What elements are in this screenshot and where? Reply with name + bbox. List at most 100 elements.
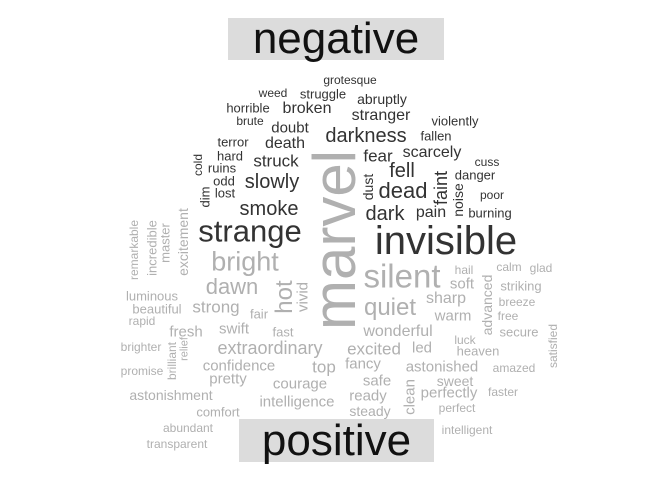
word-positive-astonishment: astonishment xyxy=(129,387,213,403)
word-negative-slowly: slowly xyxy=(244,171,300,193)
word-positive-dawn: dawn xyxy=(205,274,259,299)
word-positive-rapid: rapid xyxy=(128,314,156,328)
word-positive-quiet: quiet xyxy=(363,294,417,321)
word-positive-calm: calm xyxy=(496,260,522,274)
word-positive-free: free xyxy=(497,309,519,323)
word-positive-steady: steady xyxy=(349,403,391,419)
word-negative-dark: dark xyxy=(365,203,405,225)
word-positive-intelligent: intelligent xyxy=(441,423,493,437)
word-negative-cuss: cuss xyxy=(474,155,500,169)
word-positive-vivid: vivid xyxy=(294,281,312,313)
word-positive-heaven: heaven xyxy=(456,343,500,359)
word-positive-confidence: confidence xyxy=(202,357,276,375)
word-positive-perfect: perfect xyxy=(438,401,476,415)
word-positive-strong: strong xyxy=(192,297,240,317)
word-positive-intelligence: intelligence xyxy=(259,393,335,411)
word-negative-horrible: horrible xyxy=(226,100,270,116)
word-positive-luminous: luminous xyxy=(125,288,179,304)
word-negative-struggle: struggle xyxy=(299,86,347,102)
word-positive-striking: striking xyxy=(500,278,542,294)
word-negative-terror: terror xyxy=(217,134,249,150)
word-negative-danger: danger xyxy=(454,167,496,183)
word-negative-violently: violently xyxy=(431,113,479,129)
word-positive-promise: promise xyxy=(120,364,164,378)
word-negative-dim: dim xyxy=(197,186,213,208)
word-negative-invisible: invisible xyxy=(374,219,518,263)
word-positive-hot: hot xyxy=(271,280,298,314)
word-negative-fell: fell xyxy=(389,160,415,182)
word-positive-hail: hail xyxy=(454,263,474,277)
word-positive-master: master xyxy=(157,223,173,263)
word-positive-fresh: fresh xyxy=(169,323,203,341)
word-negative-fallen: fallen xyxy=(420,128,452,144)
word-positive-excited: excited xyxy=(347,339,401,359)
word-negative-brute: brute xyxy=(236,114,264,128)
word-positive-led: led xyxy=(411,339,433,357)
word-positive-bright: bright xyxy=(211,246,279,277)
word-negative-struck: struck xyxy=(253,151,299,171)
word-negative-scarcely: scarcely xyxy=(402,144,462,161)
word-negative-smoke: smoke xyxy=(239,198,299,220)
word-negative-ruins: ruins xyxy=(207,160,237,176)
word-positive-swift: swift xyxy=(219,320,249,338)
word-positive-perfectly: perfectly xyxy=(420,384,478,402)
word-positive-soft: soft xyxy=(449,275,475,293)
word-negative-strange: strange xyxy=(198,213,302,249)
word-positive-remarkable: remarkable xyxy=(127,219,141,281)
word-negative-odd: odd xyxy=(213,173,235,189)
word-positive-fast: fast xyxy=(272,324,294,340)
word-positive-beautiful: beautiful xyxy=(132,301,182,317)
word-negative-faint: faint xyxy=(431,170,451,206)
word-positive-ready: ready xyxy=(349,387,387,405)
word-positive-silent: silent xyxy=(363,257,441,295)
word-negative-fear: fear xyxy=(363,146,393,166)
word-positive-marvel: marvel xyxy=(301,149,368,331)
word-negative-hard: hard xyxy=(216,148,244,164)
word-positive-satisfied: satisfied xyxy=(546,323,560,369)
word-negative-doubt: doubt xyxy=(271,119,309,137)
word-negative-death: death xyxy=(264,135,306,152)
word-positive-excitement: excitement xyxy=(175,208,191,276)
word-positive-luck: luck xyxy=(454,333,476,347)
word-positive-sweet: sweet xyxy=(436,373,474,389)
word-positive-brilliant: brilliant xyxy=(165,341,179,381)
word-positive-glad: glad xyxy=(529,261,553,275)
word-positive-breeze: breeze xyxy=(498,295,536,309)
word-positive-amazed: amazed xyxy=(492,361,536,375)
word-positive-wonderful: wonderful xyxy=(363,323,433,340)
word-negative-cold: cold xyxy=(191,153,205,177)
word-negative-dead: dead xyxy=(378,178,428,203)
word-positive-clean: clean xyxy=(401,379,419,415)
word-positive-sharp: sharp xyxy=(425,290,467,307)
negative-group-label: negative xyxy=(228,17,444,61)
word-negative-grotesque: grotesque xyxy=(323,73,377,87)
word-negative-noise: noise xyxy=(450,183,466,217)
word-positive-fancy: fancy xyxy=(345,355,381,373)
word-positive-safe: safe xyxy=(362,372,392,390)
word-negative-weed: weed xyxy=(258,86,288,100)
word-positive-secure: secure xyxy=(499,324,539,340)
word-negative-poor: poor xyxy=(479,188,505,202)
word-negative-broken: broken xyxy=(282,100,332,117)
word-positive-transparent: transparent xyxy=(146,437,208,451)
word-negative-burning: burning xyxy=(468,205,512,221)
word-negative-dust: dust xyxy=(360,173,376,201)
word-positive-top: top xyxy=(312,357,336,377)
word-negative-darkness: darkness xyxy=(325,125,407,147)
word-positive-faster: faster xyxy=(487,385,519,399)
word-positive-courage: courage xyxy=(272,375,328,393)
word-positive-astonished: astonished xyxy=(405,358,479,376)
word-positive-extraordinary: extraordinary xyxy=(217,338,323,358)
word-positive-pretty: pretty xyxy=(209,370,247,388)
word-positive-fair: fair xyxy=(249,306,269,322)
word-negative-pain: pain xyxy=(415,204,447,221)
word-positive-brighter: brighter xyxy=(120,340,162,354)
word-positive-incredible: incredible xyxy=(144,220,160,276)
word-positive-warm: warm xyxy=(434,307,472,325)
word-positive-relief: relief xyxy=(178,337,191,361)
word-negative-stranger: stranger xyxy=(351,107,411,124)
word-positive-abundant: abundant xyxy=(162,421,214,435)
word-negative-lost: lost xyxy=(214,185,236,201)
positive-group-label: positive xyxy=(239,418,434,462)
